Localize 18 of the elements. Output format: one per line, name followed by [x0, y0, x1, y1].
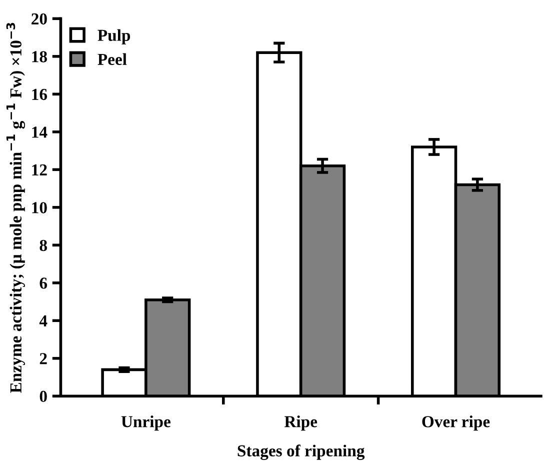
- legend-label: Peel: [98, 53, 127, 66]
- y-tick-label: 6: [40, 278, 48, 289]
- y-tick-label: 20: [32, 13, 47, 25]
- x-tick-label: Over ripe: [422, 416, 490, 431]
- x-tick-label: Unripe: [121, 416, 170, 431]
- x-axis-title: Stages of ripening: [238, 444, 365, 460]
- y-tick-label: 8: [40, 240, 47, 252]
- x-tick-label: Ripe: [284, 416, 318, 431]
- y-tick-label: 18: [32, 51, 47, 62]
- y-tick-label: 0: [40, 390, 47, 402]
- y-axis-title: Enzyme activity; (μ mole pnp min$^{−1}$ g$^{−1}$ Fw) ×10$^{−3}$: [6, 22, 26, 393]
- y-tick-label: 16: [32, 88, 48, 100]
- y-tick-label: 2: [40, 353, 47, 364]
- y-tick-label: 10: [32, 202, 47, 214]
- y-tick-label: 14: [32, 126, 48, 138]
- legend-label: Pulp: [98, 29, 130, 44]
- y-tick-label: 4: [39, 315, 48, 326]
- y-tick-label: 12: [32, 164, 47, 176]
